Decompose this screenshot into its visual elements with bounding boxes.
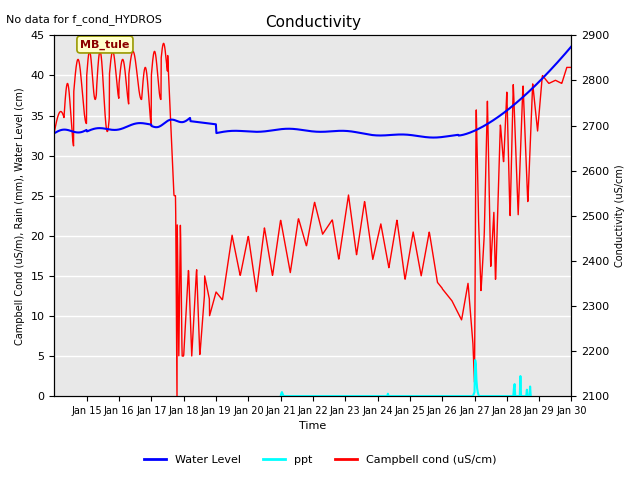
- Legend: Water Level, ppt, Campbell cond (uS/cm): Water Level, ppt, Campbell cond (uS/cm): [140, 451, 500, 469]
- Title: Conductivity: Conductivity: [265, 15, 361, 30]
- Y-axis label: Conductivity (uS/cm): Conductivity (uS/cm): [615, 165, 625, 267]
- Y-axis label: Campbell Cond (uS/m), Rain (mm), Water Level (cm): Campbell Cond (uS/m), Rain (mm), Water L…: [15, 87, 25, 345]
- Text: No data for f_cond_HYDROS: No data for f_cond_HYDROS: [6, 14, 163, 25]
- X-axis label: Time: Time: [300, 421, 326, 432]
- Text: MB_tule: MB_tule: [80, 39, 130, 49]
